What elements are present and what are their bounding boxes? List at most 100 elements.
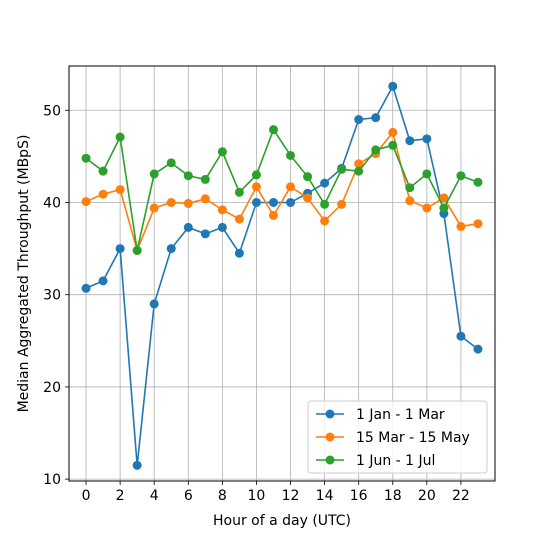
data-point: [388, 127, 398, 137]
data-point: [268, 210, 278, 220]
data-point: [405, 183, 415, 193]
data-point: [183, 222, 193, 232]
data-point: [132, 245, 142, 255]
data-point: [200, 194, 210, 204]
x-tick-label: 18: [384, 488, 402, 504]
data-point: [115, 185, 125, 195]
data-point: [166, 197, 176, 207]
x-tick-label: 2: [116, 488, 125, 504]
data-point: [473, 344, 483, 354]
data-point: [200, 174, 210, 184]
x-tick-label: 20: [418, 488, 436, 504]
data-point: [320, 216, 330, 226]
data-point: [166, 158, 176, 168]
data-point: [183, 198, 193, 208]
series-lines: [81, 81, 483, 470]
data-point: [200, 229, 210, 239]
data-point: [456, 171, 466, 181]
data-point: [473, 219, 483, 229]
y-tick-label: 10: [43, 472, 61, 488]
series-line: [85, 130, 479, 253]
data-point: [98, 166, 108, 176]
data-point: [422, 203, 432, 213]
legend-marker: [325, 455, 335, 465]
x-tick-label: 10: [248, 488, 266, 504]
data-point: [251, 170, 261, 180]
y-axis-label: Median Aggregated Throughput (MBpS): [16, 135, 32, 413]
x-tick-label: 0: [82, 488, 91, 504]
x-tick-label: 4: [150, 488, 159, 504]
legend-label: 1 Jan - 1 Mar: [356, 407, 445, 423]
data-point: [456, 331, 466, 341]
series-2: [81, 127, 483, 255]
data-point: [422, 169, 432, 179]
x-tick-label: 12: [282, 488, 300, 504]
x-tick-label: 14: [316, 488, 334, 504]
data-point: [354, 114, 364, 124]
data-point: [405, 196, 415, 206]
data-point: [337, 164, 347, 174]
data-point: [405, 136, 415, 146]
y-tick-label: 30: [43, 288, 61, 304]
x-tick-label: 6: [184, 488, 193, 504]
data-point: [439, 193, 449, 203]
data-point: [81, 283, 91, 293]
data-point: [337, 199, 347, 209]
y-tick-label: 40: [43, 195, 61, 211]
data-point: [303, 172, 313, 182]
legend-marker: [325, 432, 335, 442]
y-tick-label: 20: [43, 380, 61, 396]
legend-label: 1 Jun - 1 Jul: [356, 453, 435, 469]
data-point: [234, 248, 244, 258]
legend-entry: 1 Jan - 1 Mar: [316, 407, 445, 423]
x-tick-label: 16: [350, 488, 368, 504]
data-point: [98, 276, 108, 286]
data-point: [473, 177, 483, 187]
axis-ticks: 0 2 4 6 8 10 12 14 16 18 20 22 10 20 30 40 50: [43, 103, 470, 504]
x-tick-label: 8: [218, 488, 227, 504]
data-point: [439, 203, 449, 213]
data-point: [81, 153, 91, 163]
data-point: [354, 166, 364, 176]
data-point: [115, 132, 125, 142]
y-tick-label: 50: [43, 103, 61, 119]
data-point: [303, 193, 313, 203]
data-point: [149, 203, 159, 213]
legend-marker: [325, 409, 335, 419]
data-point: [217, 222, 227, 232]
data-point: [149, 169, 159, 179]
data-point: [251, 197, 261, 207]
data-point: [422, 134, 432, 144]
data-point: [251, 182, 261, 192]
data-point: [286, 182, 296, 192]
data-point: [388, 140, 398, 150]
data-point: [286, 197, 296, 207]
plot-frame: [68, 65, 496, 482]
data-point: [149, 299, 159, 309]
data-point: [81, 197, 91, 207]
data-point: [183, 171, 193, 181]
data-point: [234, 187, 244, 197]
data-point: [371, 145, 381, 155]
x-tick-label: 22: [452, 488, 470, 504]
data-point: [286, 150, 296, 160]
data-point: [456, 221, 466, 231]
legend-label: 15 Mar - 15 May: [356, 430, 470, 446]
data-point: [371, 113, 381, 123]
legend-box: [307, 400, 488, 474]
data-point: [320, 178, 330, 188]
legend-entry: 1 Jun - 1 Jul: [316, 453, 435, 469]
data-point: [132, 460, 142, 470]
data-point: [268, 125, 278, 135]
series-3: [81, 125, 483, 255]
data-point: [268, 197, 278, 207]
data-point: [166, 244, 176, 254]
legend-entry: 15 Mar - 15 May: [316, 430, 470, 446]
data-point: [234, 214, 244, 224]
data-point: [217, 147, 227, 157]
data-point: [217, 205, 227, 215]
legend: 1 Jan - 1 Mar 15 Mar - 15 May 1 Jun - 1 Ju…: [307, 400, 488, 474]
data-point: [354, 159, 364, 169]
